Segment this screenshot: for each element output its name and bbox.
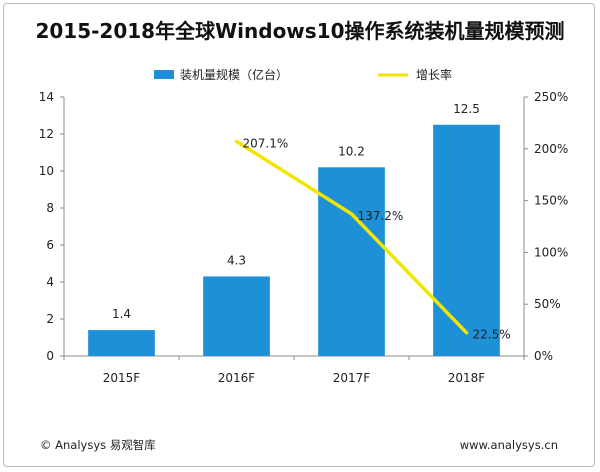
bar: [88, 330, 155, 356]
y-left-tick-label: 4: [46, 275, 54, 289]
y-left-tick-label: 6: [46, 238, 54, 252]
legend-label-line: 增长率: [416, 67, 452, 82]
bar-value-label: 4.3: [227, 253, 246, 267]
bar: [318, 167, 385, 356]
bar-value-label: 12.5: [453, 102, 480, 116]
y-right-tick-label: 250%: [534, 90, 568, 104]
y-left-tick-label: 14: [39, 90, 54, 104]
growth-value-label: 137.2%: [358, 209, 404, 223]
x-tick-label: 2016F: [218, 371, 256, 385]
footer-url: www.analysys.cn: [460, 438, 558, 452]
y-right-tick-label: 200%: [534, 142, 568, 156]
y-left-tick-label: 2: [46, 312, 54, 326]
bar-value-label: 10.2: [338, 144, 365, 158]
growth-value-label: 22.5%: [473, 328, 511, 342]
footer-source: © Analysys 易观智库: [40, 438, 156, 452]
y-left-tick-label: 10: [39, 164, 54, 178]
chart-title: 2015-2018年全球Windows10操作系统装机量规模预测: [35, 19, 564, 43]
legend-label-bar: 装机量规模（亿台）: [180, 67, 288, 82]
y-left-tick-label: 12: [39, 127, 54, 141]
y-right-tick-label: 0%: [534, 349, 553, 363]
bar: [433, 124, 500, 356]
y-right-tick-label: 100%: [534, 245, 568, 259]
x-tick-label: 2017F: [333, 371, 371, 385]
growth-value-label: 207.1%: [243, 136, 289, 150]
y-left-tick-label: 0: [46, 349, 54, 363]
growth-line: [234, 139, 469, 335]
legend-swatch-bar: [154, 70, 174, 79]
plot-area: 0 2 4 6 8 10 12 14 0% 50% 100% 150% 200% 250% 2015F 201…: [39, 90, 569, 385]
y-right-tick-label: 150%: [534, 194, 568, 208]
bar: [203, 276, 270, 356]
x-tick-label: 2018F: [448, 371, 486, 385]
y-left-tick-label: 8: [46, 201, 54, 215]
bar-value-label: 1.4: [112, 307, 131, 321]
x-tick-label: 2015F: [103, 371, 141, 385]
y-right-tick-label: 50%: [534, 297, 561, 311]
